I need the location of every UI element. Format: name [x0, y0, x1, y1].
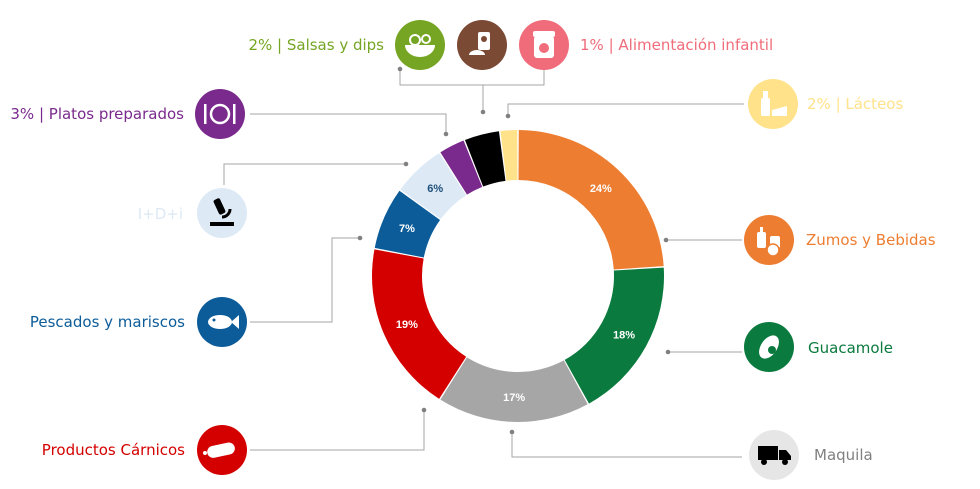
leader-line [223, 163, 406, 185]
microscope-icon [197, 188, 247, 238]
label-baby-food-jar: 1% | Alimentación infantil [580, 36, 773, 54]
leader-dot [480, 109, 486, 115]
fish-icon [197, 297, 247, 347]
leader-line [511, 432, 742, 458]
percent-labels: 24% 18% 17% 19% 7% 6% [396, 183, 635, 404]
leader-dot [397, 66, 403, 72]
category-labels: Zumos y Bebidas Guacamole Maquila Productos… [10, 36, 935, 464]
leader-line [250, 113, 447, 134]
percent-label: 6% [427, 183, 443, 195]
percent-label: 18% [613, 329, 635, 341]
slice-fish [374, 190, 441, 258]
donut-slices [372, 130, 665, 423]
leader-dot [505, 113, 511, 119]
truck-icon [749, 430, 799, 480]
slice-juice-bottles [518, 130, 664, 270]
percent-label: 17% [503, 392, 525, 404]
sausage-icon [197, 425, 247, 475]
dairy-icon [748, 79, 798, 129]
label-sausage: Productos Cárnicos [42, 441, 185, 459]
slice-avocado [564, 267, 665, 404]
leader-lines [223, 66, 744, 458]
slice-plate-cutlery [440, 140, 483, 195]
slice-sausage [372, 249, 467, 399]
label-microscope: I+D+i [138, 205, 183, 223]
baby-food-jar-icon [519, 20, 569, 70]
label-juice-bottles: Zumos y Bebidas [806, 231, 936, 249]
percent-label: 19% [396, 319, 418, 331]
juice-bottles-icon [744, 215, 794, 265]
slice-truck [440, 357, 588, 423]
category-icons [195, 20, 799, 480]
leader-line [399, 69, 545, 86]
leader-dot [443, 131, 449, 137]
avocado-icon [744, 322, 794, 372]
leader-line [250, 237, 360, 323]
leader-dot [403, 161, 409, 167]
slice-vegetables-bowl [464, 131, 506, 187]
label-fish: Pescados y mariscos [30, 313, 185, 331]
leader-line [507, 103, 744, 116]
leader-dot [663, 237, 669, 243]
slice-microscope [400, 153, 467, 220]
leader-dot [421, 407, 427, 413]
vegetables-bowl-icon [395, 20, 445, 70]
label-avocado: Guacamole [808, 339, 893, 357]
leader-dot [509, 429, 515, 435]
label-dairy: 2% | Lácteos [807, 95, 903, 113]
pet-food-icon [457, 20, 507, 70]
slice-dairy [500, 130, 518, 181]
label-vegetables-bowl: 2% | Salsas y dips [248, 36, 384, 54]
leader-dot [357, 235, 363, 241]
leader-line [250, 410, 425, 451]
percent-label: 24% [590, 183, 612, 195]
leader-dot [665, 349, 671, 355]
percent-label: 7% [399, 223, 415, 235]
plate-cutlery-icon [195, 89, 245, 139]
label-truck: Maquila [814, 446, 873, 464]
label-plate-cutlery: 3% | Platos preparados [10, 105, 184, 123]
